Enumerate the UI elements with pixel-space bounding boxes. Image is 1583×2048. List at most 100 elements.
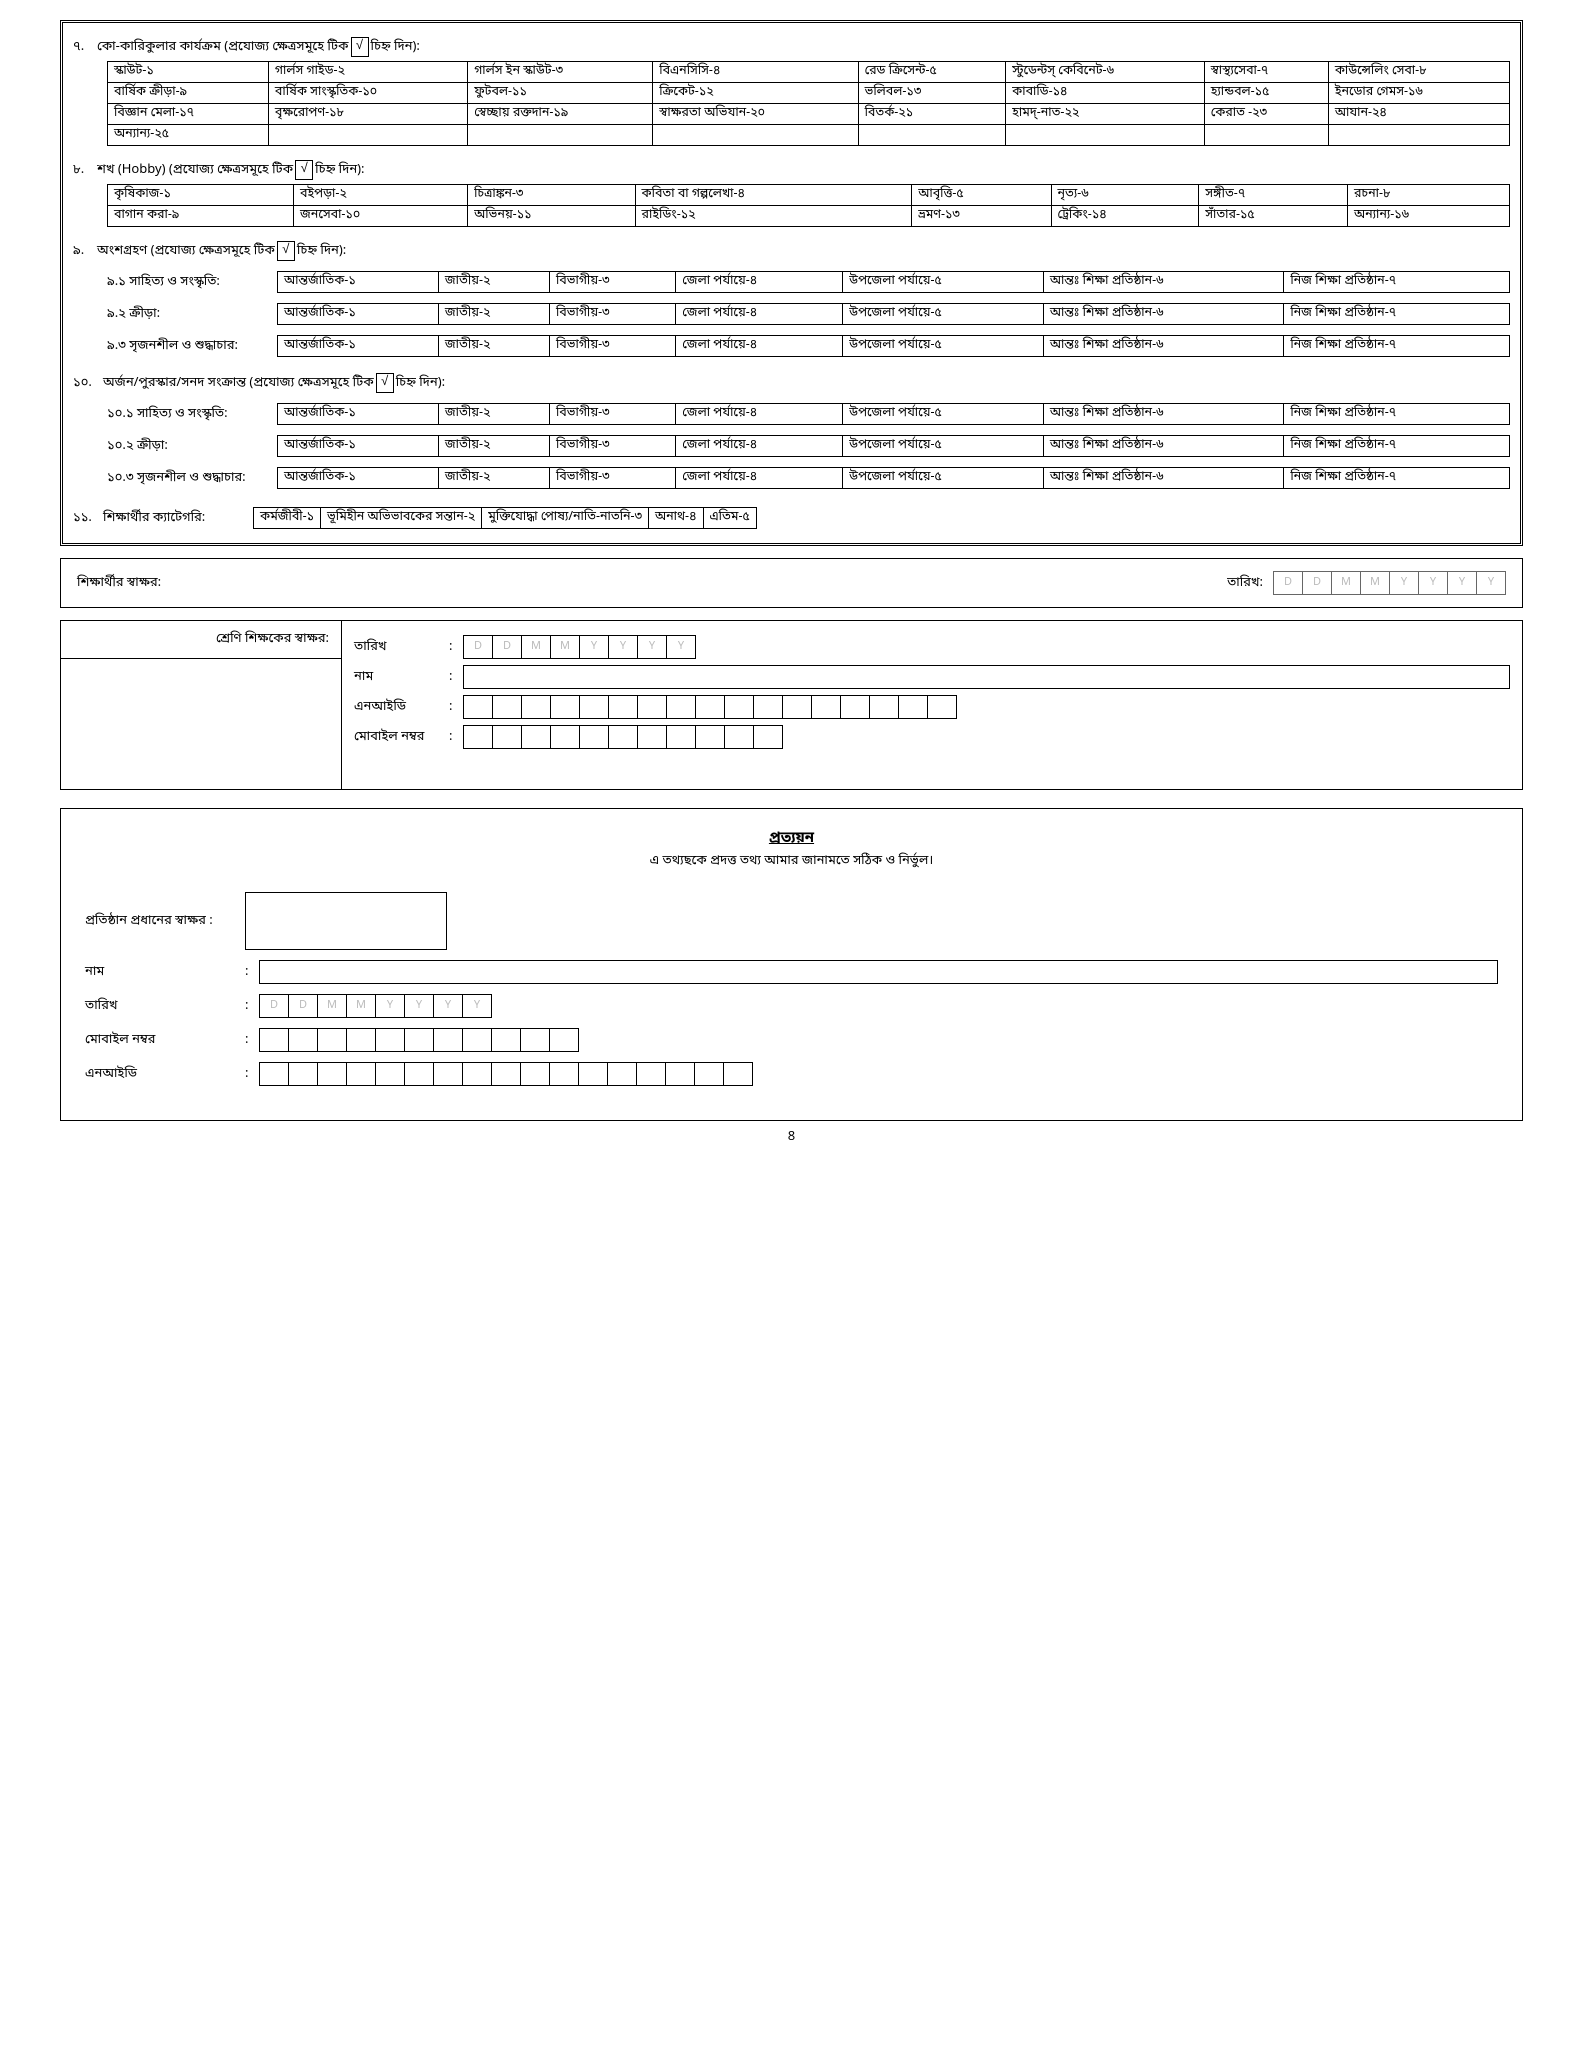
option-cell[interactable]: জাতীয়-২: [438, 468, 549, 489]
option-cell[interactable]: আন্তর্জাতিক-১: [278, 272, 439, 293]
input-cell[interactable]: M: [521, 635, 551, 659]
option-cell[interactable]: বিভাগীয়-৩: [549, 436, 675, 457]
input-cell[interactable]: [346, 1028, 376, 1052]
input-cell[interactable]: [259, 1028, 289, 1052]
option-cell[interactable]: স্কাউট-১: [108, 62, 269, 83]
option-cell[interactable]: [653, 125, 858, 146]
option-cell[interactable]: বিজ্ঞান মেলা-১৭: [108, 104, 269, 125]
option-cell[interactable]: জনসেবা-১০: [294, 206, 468, 227]
input-cell[interactable]: [520, 1028, 550, 1052]
teacher-sig-space[interactable]: [61, 659, 341, 789]
option-cell[interactable]: জেলা পর্যায়ে-৪: [676, 404, 843, 425]
option-cell[interactable]: গার্লস ইন স্কাউট-৩: [468, 62, 653, 83]
teacher-mobile-cells[interactable]: [463, 725, 783, 749]
option-cell[interactable]: অন্যান্য-২৫: [108, 125, 269, 146]
input-cell[interactable]: [521, 725, 551, 749]
option-cell[interactable]: কবিতা বা গল্পলেখা-৪: [635, 185, 912, 206]
teacher-nid-cells[interactable]: [463, 695, 957, 719]
input-cell[interactable]: [782, 695, 812, 719]
option-cell[interactable]: ফুটবল-১১: [468, 83, 653, 104]
option-cell[interactable]: স্বাক্ষরতা অভিযান-২০: [653, 104, 858, 125]
input-cell[interactable]: Y: [433, 994, 463, 1018]
input-cell[interactable]: [491, 1028, 521, 1052]
option-cell[interactable]: অনাথ-৪: [648, 508, 703, 529]
input-cell[interactable]: [550, 695, 580, 719]
option-cell[interactable]: জেলা পর্যায়ে-৪: [676, 468, 843, 489]
input-cell[interactable]: [549, 1062, 579, 1086]
option-cell[interactable]: জেলা পর্যায়ে-৪: [676, 272, 843, 293]
option-cell[interactable]: নিজ শিক্ষা প্রতিষ্ঠান-৭: [1284, 272, 1510, 293]
option-cell[interactable]: অন্যান্য-১৬: [1347, 206, 1509, 227]
option-cell[interactable]: ইনডোর গেমস-১৬: [1328, 83, 1509, 104]
option-cell[interactable]: বিভাগীয়-৩: [549, 336, 675, 357]
option-cell[interactable]: এতিম-৫: [703, 508, 756, 529]
option-cell[interactable]: আন্তর্জাতিক-১: [278, 304, 439, 325]
input-cell[interactable]: Y: [375, 994, 405, 1018]
input-cell[interactable]: [811, 695, 841, 719]
input-cell[interactable]: Y: [608, 635, 638, 659]
option-cell[interactable]: স্টুডেন্টস্ কেবিনেট-৬: [1006, 62, 1205, 83]
input-cell[interactable]: [375, 1062, 405, 1086]
option-cell[interactable]: আন্তঃ শিক্ষা প্রতিষ্ঠান-৬: [1043, 336, 1283, 357]
input-cell[interactable]: Y: [404, 994, 434, 1018]
option-cell[interactable]: উপজেলা পর্যায়ে-৫: [843, 436, 1044, 457]
option-cell[interactable]: উপজেলা পর্যায়ে-৫: [843, 304, 1044, 325]
cert-date-cells[interactable]: DDMMYYYY: [259, 994, 492, 1018]
option-cell[interactable]: আন্তর্জাতিক-১: [278, 468, 439, 489]
input-cell[interactable]: D: [1273, 571, 1303, 595]
input-cell[interactable]: [724, 695, 754, 719]
input-cell[interactable]: [463, 725, 493, 749]
input-cell[interactable]: [463, 695, 493, 719]
option-cell[interactable]: স্বাস্থ্যসেবা-৭: [1204, 62, 1328, 83]
input-cell[interactable]: [665, 1062, 695, 1086]
input-cell[interactable]: [637, 695, 667, 719]
option-cell[interactable]: আন্তঃ শিক্ষা প্রতিষ্ঠান-৬: [1043, 404, 1283, 425]
option-cell[interactable]: আন্তঃ শিক্ষা প্রতিষ্ঠান-৬: [1043, 436, 1283, 457]
option-cell[interactable]: জাতীয়-২: [438, 272, 549, 293]
input-cell[interactable]: [404, 1028, 434, 1052]
input-cell[interactable]: [404, 1062, 434, 1086]
option-cell[interactable]: হ্যান্ডবল-১৫: [1204, 83, 1328, 104]
option-cell[interactable]: রেড ক্রিসেন্ট-৫: [858, 62, 1006, 83]
student-date-cells[interactable]: DDMMYYYY: [1273, 571, 1506, 595]
teacher-date-cells[interactable]: DDMMYYYY: [463, 635, 696, 659]
input-cell[interactable]: [492, 695, 522, 719]
cert-name-input[interactable]: [259, 960, 1498, 984]
option-cell[interactable]: নৃত্য-৬: [1051, 185, 1199, 206]
option-cell[interactable]: [268, 125, 467, 146]
option-cell[interactable]: সাঁতার-১৫: [1199, 206, 1348, 227]
option-cell[interactable]: বার্ষিক সাংস্কৃতিক-১০: [268, 83, 467, 104]
option-cell[interactable]: সঙ্গীত-৭: [1199, 185, 1348, 206]
option-cell[interactable]: গার্লস গাইড-২: [268, 62, 467, 83]
input-cell[interactable]: [637, 725, 667, 749]
input-cell[interactable]: [549, 1028, 579, 1052]
option-cell[interactable]: উপজেলা পর্যায়ে-৫: [843, 272, 1044, 293]
option-cell[interactable]: আন্তর্জাতিক-১: [278, 436, 439, 457]
option-cell[interactable]: জাতীয়-২: [438, 436, 549, 457]
option-cell[interactable]: আন্তঃ শিক্ষা প্রতিষ্ঠান-৬: [1043, 304, 1283, 325]
input-cell[interactable]: Y: [666, 635, 696, 659]
input-cell[interactable]: [346, 1062, 376, 1086]
option-cell[interactable]: [1328, 125, 1509, 146]
option-cell[interactable]: বাগান করা-৯: [108, 206, 294, 227]
option-cell[interactable]: জেলা পর্যায়ে-৪: [676, 436, 843, 457]
option-cell[interactable]: স্বেচ্ছায় রক্তদান-১৯: [468, 104, 653, 125]
input-cell[interactable]: [694, 1062, 724, 1086]
input-cell[interactable]: [695, 695, 725, 719]
option-cell[interactable]: জাতীয়-২: [438, 336, 549, 357]
option-cell[interactable]: কৃষিকাজ-১: [108, 185, 294, 206]
input-cell[interactable]: [520, 1062, 550, 1086]
input-cell[interactable]: [608, 725, 638, 749]
teacher-name-input[interactable]: [463, 665, 1510, 689]
option-cell[interactable]: জাতীয়-২: [438, 404, 549, 425]
option-cell[interactable]: ট্রেকিং-১৪: [1051, 206, 1199, 227]
input-cell[interactable]: D: [492, 635, 522, 659]
input-cell[interactable]: [521, 695, 551, 719]
input-cell[interactable]: [927, 695, 957, 719]
option-cell[interactable]: ভ্রমণ-১৩: [912, 206, 1051, 227]
input-cell[interactable]: [608, 695, 638, 719]
option-cell[interactable]: বার্ষিক ক্রীড়া-৯: [108, 83, 269, 104]
input-cell[interactable]: [840, 695, 870, 719]
input-cell[interactable]: M: [317, 994, 347, 1018]
input-cell[interactable]: [666, 695, 696, 719]
